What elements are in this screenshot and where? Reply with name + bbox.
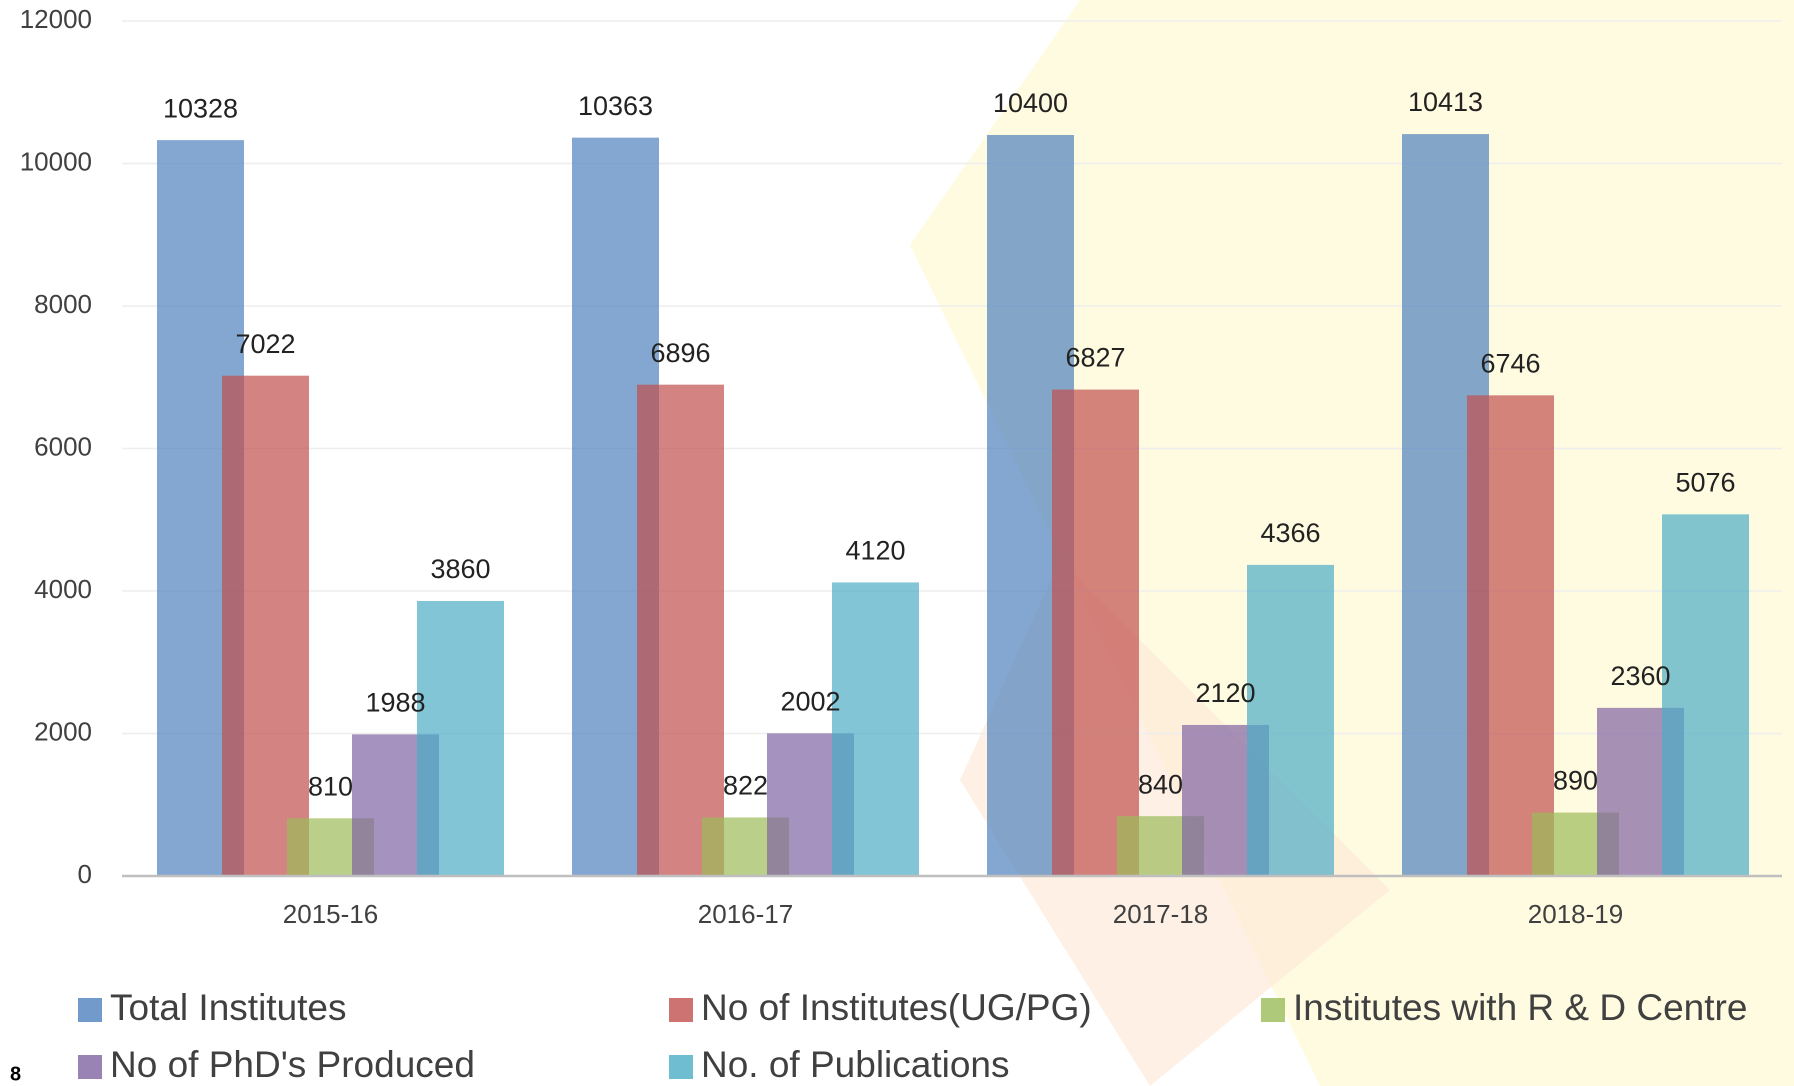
x-tick-label: 2015-16 — [283, 899, 378, 929]
legend-label: No. of Publications — [701, 1044, 1010, 1085]
bar — [222, 375, 309, 876]
x-tick-label: 2017-18 — [1113, 899, 1208, 929]
y-tick-label: 8000 — [34, 289, 92, 319]
data-label: 6827 — [1065, 343, 1125, 373]
legend-swatch — [669, 998, 693, 1022]
legend-label: Institutes with R & D Centre — [1293, 987, 1747, 1028]
data-label: 822 — [723, 771, 768, 801]
y-tick-label: 4000 — [34, 574, 92, 604]
bar — [1247, 564, 1334, 876]
y-tick-label: 10000 — [20, 146, 92, 176]
bar — [1467, 395, 1554, 876]
legend-swatch — [78, 1055, 102, 1079]
data-label: 2120 — [1195, 678, 1255, 708]
page-number: 8 — [10, 1063, 21, 1085]
bar — [637, 384, 724, 876]
y-tick-label: 2000 — [34, 716, 92, 746]
y-tick-label: 12000 — [20, 4, 92, 34]
data-label: 4366 — [1260, 518, 1320, 548]
data-label: 10363 — [578, 91, 653, 121]
data-label: 3860 — [430, 554, 490, 584]
data-label: 10328 — [163, 93, 238, 123]
bar — [1662, 514, 1749, 876]
bar — [832, 582, 919, 876]
data-label: 810 — [308, 771, 353, 801]
legend-label: Total Institutes — [110, 987, 347, 1028]
data-label: 2360 — [1610, 661, 1670, 691]
data-label: 5076 — [1675, 467, 1735, 497]
legend-swatch — [78, 998, 102, 1022]
x-tick-label: 2016-17 — [698, 899, 793, 929]
x-tick-label: 2018-19 — [1528, 899, 1623, 929]
legend-label: No of PhD's Produced — [110, 1044, 475, 1085]
data-label: 840 — [1138, 769, 1183, 799]
data-label: 1988 — [365, 687, 425, 717]
data-label: 6746 — [1480, 348, 1540, 378]
data-label: 7022 — [235, 329, 295, 359]
legend-label: No of Institutes(UG/PG) — [701, 987, 1092, 1028]
y-tick-label: 6000 — [34, 431, 92, 461]
bar — [417, 600, 504, 876]
y-tick-label: 0 — [78, 859, 92, 889]
bar — [1052, 389, 1139, 876]
legend-swatch — [669, 1055, 693, 1079]
data-label: 4120 — [845, 536, 905, 566]
data-label: 10400 — [993, 88, 1068, 118]
data-label: 6896 — [650, 338, 710, 368]
data-label: 10413 — [1408, 87, 1483, 117]
legend-swatch — [1261, 998, 1285, 1022]
data-label: 890 — [1553, 766, 1598, 796]
data-label: 2002 — [780, 686, 840, 716]
